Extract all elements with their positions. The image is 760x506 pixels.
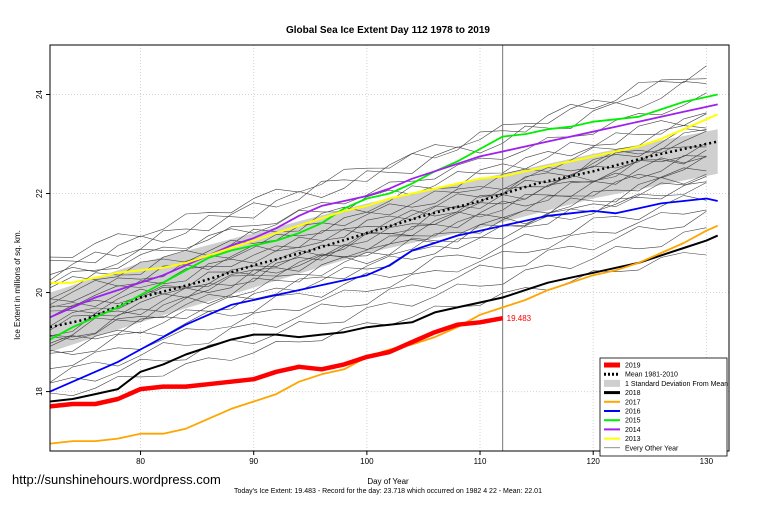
plot-area: 19.483 — [49, 44, 730, 452]
legend: 2019 Mean 1981-2010 1 Standard Deviation F… — [599, 357, 728, 457]
other-year-line — [49, 210, 707, 383]
x-tick-label: 130 — [700, 457, 714, 466]
series-line-2016 — [49, 197, 718, 393]
other-year-line — [49, 155, 707, 331]
x-tick-label: 90 — [249, 457, 258, 466]
other-year-line — [49, 252, 707, 397]
legend-box — [599, 357, 728, 457]
legend-label: 2014 — [625, 427, 641, 434]
legend-label: 2017 — [625, 399, 641, 406]
legend-label: Mean 1981-2010 — [625, 372, 678, 379]
legend-label: 2018 — [625, 390, 641, 397]
other-year-line — [49, 156, 707, 337]
x-tick-label: 80 — [136, 457, 145, 466]
other-year-line — [49, 81, 707, 264]
other-year-line — [49, 92, 707, 285]
legend-swatch — [604, 379, 620, 387]
legend-label: 2019 — [625, 363, 641, 370]
y-tick-label: 18 — [35, 387, 44, 396]
footer-summary: Today's Ice Extent: 19.483 - Record for … — [234, 488, 542, 495]
other-year-line — [49, 113, 707, 300]
series-line-2018 — [49, 234, 719, 403]
other-year-line — [49, 128, 707, 338]
series-line-2014 — [49, 103, 718, 319]
y-axis-ticks: 18 20 22 24 — [35, 90, 50, 396]
other-year-line — [49, 173, 707, 344]
y-tick-label: 22 — [35, 189, 44, 198]
x-axis-ticks: 80 90 100 110 120 130 — [136, 451, 714, 466]
other-year-line — [49, 65, 707, 281]
y-tick-label: 20 — [35, 288, 44, 297]
other-year-line — [49, 227, 707, 384]
series-line-mean-1981-2010 — [49, 140, 718, 329]
watermark: http://sunshinehours.wordpress.com — [12, 472, 221, 487]
other-year-line — [49, 112, 707, 275]
legend-label: 2016 — [625, 409, 641, 416]
series-line-2019 — [49, 315, 504, 409]
series-line-2013 — [50, 113, 719, 284]
y-axis-label: Ice Extent in millions of sq. km. — [13, 230, 22, 340]
std-dev-band — [50, 129, 718, 352]
plot-frame — [49, 44, 730, 452]
last-value-label: 19.483 — [507, 314, 532, 323]
other-year-line — [49, 130, 707, 289]
other-year-line — [49, 78, 707, 258]
other-year-line — [49, 181, 707, 354]
series-line-2017 — [49, 224, 719, 445]
legend-label: 2013 — [625, 436, 641, 443]
y-tick-label: 24 — [35, 90, 44, 99]
other-year-line — [49, 195, 707, 355]
legend-label: 2015 — [625, 418, 641, 425]
x-tick-label: 110 — [474, 457, 487, 466]
series-line-2015 — [49, 93, 718, 341]
legend-label: Every Other Year — [625, 445, 679, 452]
x-tick-label: 120 — [587, 457, 601, 466]
other-year-line — [49, 167, 707, 340]
x-tick-label: 100 — [360, 457, 374, 466]
other-year-line — [49, 209, 707, 369]
chart-title: Global Sea Ice Extent Day 112 1978 to 20… — [286, 25, 490, 36]
x-axis-label: Day of Year — [367, 477, 409, 486]
legend-label: 1 Standard Deviation From Mean — [625, 381, 728, 388]
other-year-line — [49, 146, 707, 308]
